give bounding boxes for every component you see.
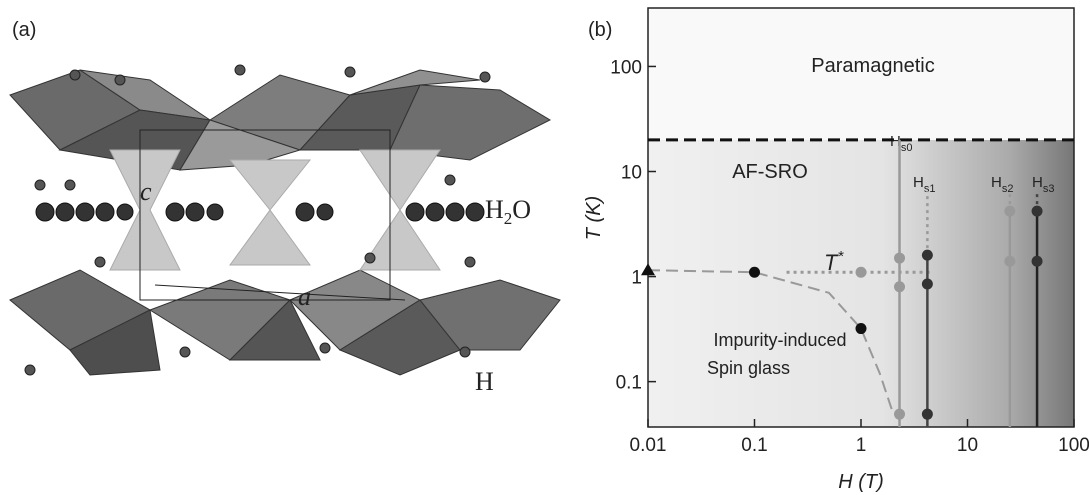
axis-a-label: a (298, 282, 311, 311)
data-point (894, 409, 905, 420)
y-axis-label: T (K) (583, 196, 605, 240)
annotation: Spin glass (707, 358, 790, 378)
data-point (856, 267, 867, 278)
data-point (922, 409, 933, 420)
data-point (1032, 206, 1043, 217)
axis-c-label: c (140, 177, 152, 206)
x-tick-label: 10 (957, 435, 978, 456)
annotation: Paramagnetic (811, 55, 934, 77)
x-tick-label: 1 (856, 435, 867, 456)
data-point (922, 250, 933, 261)
hydrogen-label: H (475, 367, 494, 396)
data-point (1004, 206, 1015, 217)
y-tick-label: 100 (610, 57, 642, 78)
y-tick-label: 1 (631, 268, 642, 289)
crystal-structure: (a) c a H2O H (0, 0, 580, 495)
figure: (a) c a H2O H (0, 0, 1089, 495)
water-label: H2O (485, 195, 531, 228)
y-tick-label: 0.1 (616, 373, 642, 394)
x-tick-label: 100 (1058, 435, 1089, 456)
y-tick-label: 10 (621, 163, 642, 184)
data-point (922, 278, 933, 289)
data-point (1004, 256, 1015, 267)
data-point (1032, 256, 1043, 267)
panel-label: (b) (588, 19, 612, 41)
annotation: Impurity-induced (713, 330, 846, 350)
x-axis-label: H (T) (838, 471, 884, 493)
panel-label: (a) (12, 19, 36, 41)
x-tick-label: 0.1 (741, 435, 767, 456)
annotation: AF-SRO (732, 161, 808, 183)
x-tick-label: 0.01 (630, 435, 667, 456)
data-point (856, 323, 867, 334)
phase-diagram: (b) H (T) T (K) Paramagnetic AF-SRO T* I… (580, 0, 1089, 495)
data-point (749, 267, 760, 278)
water-molecules (36, 203, 484, 221)
polyhedra-bottom (10, 270, 560, 375)
data-point (894, 253, 905, 264)
data-point (894, 281, 905, 292)
polyhedra-top (10, 70, 550, 170)
